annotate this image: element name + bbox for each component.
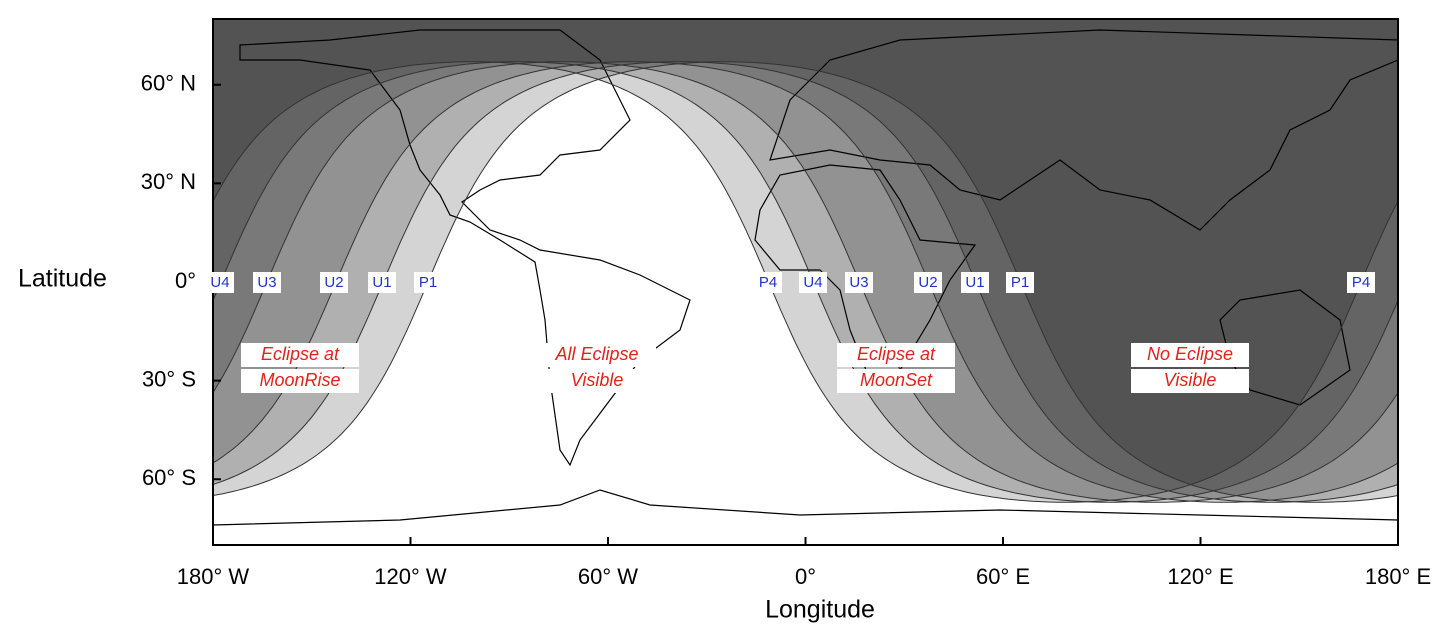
contact-label: P4: [1352, 274, 1370, 291]
contact-curve: [213, 61, 1398, 503]
contact-label: U3: [849, 274, 868, 291]
contact-curve: [213, 61, 1398, 503]
x-tick-label: 180° E: [1365, 564, 1431, 589]
region-label: No Eclipse: [1147, 344, 1233, 364]
region-label: All Eclipse: [554, 344, 638, 364]
africa: [754, 164, 977, 381]
region-label-box: [1131, 369, 1249, 393]
antarctica: [213, 489, 1398, 526]
contact-label-box: [320, 272, 348, 293]
region-label: Visible: [1164, 370, 1217, 390]
x-axis-title: Longitude: [765, 596, 875, 624]
contact-label-box: [206, 272, 234, 293]
australia: [1219, 289, 1351, 406]
region-label-box: [538, 369, 656, 393]
y-tick-label: 60° N: [141, 71, 196, 96]
hidden-zone: [213, 19, 1398, 503]
labels: 180° W 120° W 60° W 0° 60° E 120° E 180° E 60° …: [141, 71, 1431, 589]
region-label-box: [1131, 343, 1249, 367]
x-tick-label: 60° W: [578, 564, 638, 589]
hidden-zone: [213, 19, 1398, 503]
y-tick-label: 30° N: [141, 169, 196, 194]
x-tick-label: 120° W: [374, 564, 447, 589]
region-label-box: [837, 343, 955, 367]
contact-label-box: [1006, 272, 1034, 293]
y-axis-title: Latitude: [18, 265, 107, 293]
x-tick-label: 120° E: [1167, 564, 1233, 589]
contact-label: P1: [1011, 274, 1029, 291]
contact-label: U4: [210, 274, 229, 291]
x-tick-label: 60° E: [976, 564, 1030, 589]
region-label: Eclipse at: [857, 344, 936, 364]
contact-label-box: [368, 272, 396, 293]
contact-label-box: [845, 272, 873, 293]
contact-label: U1: [372, 274, 391, 291]
contact-label-box: [1347, 272, 1375, 293]
hidden-zone: [213, 19, 1398, 503]
contact-label-box: [414, 272, 442, 293]
contact-curve: [213, 61, 1398, 503]
region-label: Eclipse at: [261, 344, 340, 364]
land-outlines: [213, 29, 1398, 526]
contact-label-box: [799, 272, 827, 293]
contact-curve: [213, 61, 1398, 503]
contact-label: U2: [918, 274, 937, 291]
contact-label-box: [914, 272, 942, 293]
contact-label-box: [754, 272, 782, 293]
hidden-zone: [213, 19, 1398, 503]
region-label-box: [241, 343, 359, 367]
y-tick-label: 60° S: [142, 465, 196, 490]
x-tick-label: 180° W: [177, 564, 250, 589]
eurasia: [769, 29, 1398, 231]
contact-label-box: [253, 272, 281, 293]
hidden-zone: [213, 19, 1398, 503]
contact-label: U3: [257, 274, 276, 291]
hidden-zone: [213, 19, 1398, 503]
contact-label: U1: [965, 274, 984, 291]
contact-label: U4: [803, 274, 822, 291]
region-label-box: [538, 343, 656, 367]
region-label: MoonSet: [860, 370, 933, 390]
contact-lines: [213, 61, 1398, 503]
x-tick-label: 0°: [795, 564, 816, 589]
contact-label: P1: [419, 274, 437, 291]
y-tick-label: 0°: [175, 268, 196, 293]
contact-curve: [213, 61, 1398, 503]
contact-label-box: [961, 272, 989, 293]
region-label: Visible: [571, 370, 624, 390]
y-tick-label: 30° S: [142, 366, 196, 391]
contact-curve: [213, 61, 1398, 503]
contact-label: U2: [324, 274, 343, 291]
visibility-zones: [213, 19, 1398, 503]
region-label: MoonRise: [259, 370, 340, 390]
contact-label: P4: [759, 274, 777, 291]
region-label-box: [241, 369, 359, 393]
region-label-box: [837, 369, 955, 393]
